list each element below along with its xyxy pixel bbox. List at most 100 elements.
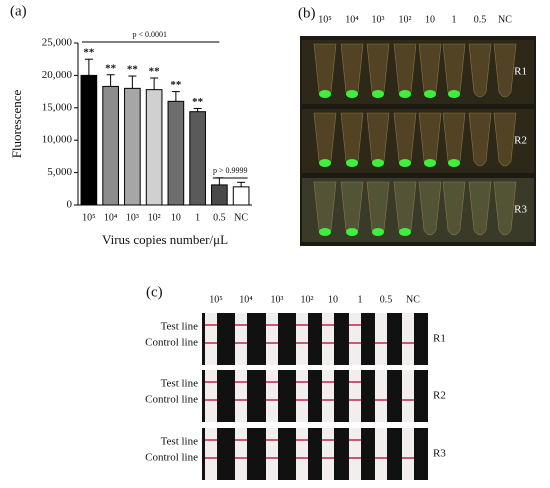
x-tick-label: 10 [171,212,181,223]
significance: ** [192,96,204,108]
column-label: 10² [301,294,314,305]
column-label: NC [498,14,512,25]
fluorescence [319,90,331,98]
x-tick-label: 0.5 [213,212,226,223]
row-label: R3 [514,204,527,216]
strip [235,370,247,422]
strip [205,313,217,365]
tube [418,181,442,236]
test-line-label: Test line [161,378,199,390]
row-label: R3 [433,448,446,460]
fluorescence [399,159,411,167]
strip [349,313,361,365]
column-label: NC [406,294,420,305]
significance: ** [127,64,139,76]
strip [205,428,217,480]
control-line-label: Control line [145,452,198,464]
y-tick-label: 10,000 [42,134,73,146]
bar [102,85,119,206]
test-line-label: Test line [161,321,199,333]
bar [80,74,98,206]
column-label: 10 [328,294,338,305]
column-label: 10⁵ [318,14,332,25]
x-axis-label: Virus copies number/μL [102,232,228,247]
bar [189,111,206,206]
x-tick-label: 10³ [126,212,139,223]
y-tick-label: 25,000 [42,37,73,49]
x-tick-label: 10⁵ [82,212,96,223]
strip [322,313,334,365]
x-tick-label: 10² [148,212,161,223]
tube [442,181,466,236]
y-axis-label: Fluorescence [9,89,24,158]
fluorescence [424,159,436,167]
x-tick-label: 10⁴ [104,212,118,223]
significance: ** [170,79,182,91]
strip [235,428,247,480]
fluorescence [399,90,411,98]
strip [296,428,308,480]
tube [493,181,517,236]
x-tick-label: NC [234,212,248,223]
strip [375,370,387,422]
column-label: 10³ [372,14,385,25]
strip [322,370,334,422]
strip [349,428,361,480]
fluorescence [448,159,460,167]
tube [493,112,517,167]
bar [167,100,185,206]
y-tick-label: 20,000 [42,69,73,81]
significance: ** [149,66,161,78]
significance: ** [83,47,95,59]
y-tick-label: 0 [67,199,73,211]
row-label: R2 [514,135,527,147]
comparison-label: p > 0.9999 [213,166,248,175]
y-tick-label: 15,000 [42,101,73,113]
column-label: 10⁴ [345,14,359,25]
strip [296,313,308,365]
tube [493,43,517,98]
test-line-label: Test line [161,436,199,448]
column-label: 0.5 [380,294,393,305]
column-label: 1 [358,294,363,305]
fluorescence [319,228,331,236]
row-label: R2 [433,390,446,402]
row-label: R1 [433,333,446,345]
x-tick-label: 1 [195,212,200,223]
significance: ** [105,62,117,74]
fluorescence [424,90,436,98]
panel-label: (a) [10,3,27,19]
strip [402,313,414,365]
fluorescence [319,159,331,167]
strip [296,370,308,422]
row-label: R1 [514,66,527,78]
column-label: 10² [399,14,412,25]
fluorescence [346,228,358,236]
tube [468,112,492,167]
strip [266,313,278,365]
strip [375,313,387,365]
column-label: 10³ [271,294,284,305]
bar [145,89,163,206]
strip [402,428,414,480]
column-label: 10⁵ [209,294,223,305]
strip [205,370,217,422]
comparison-label: p < 0.0001 [133,30,168,39]
strip [349,370,361,422]
strip [322,428,334,480]
column-label: 10⁴ [239,294,253,305]
strip [235,313,247,365]
y-tick-label: 5,000 [47,166,72,178]
panel-label: (c) [146,284,163,300]
fluorescence [346,159,358,167]
fluorescence [372,90,384,98]
control-line-label: Control line [145,394,198,406]
fluorescence [448,90,460,98]
bar [211,184,228,206]
strip [266,428,278,480]
bar [232,186,250,206]
strip [375,428,387,480]
fluorescence [346,90,358,98]
